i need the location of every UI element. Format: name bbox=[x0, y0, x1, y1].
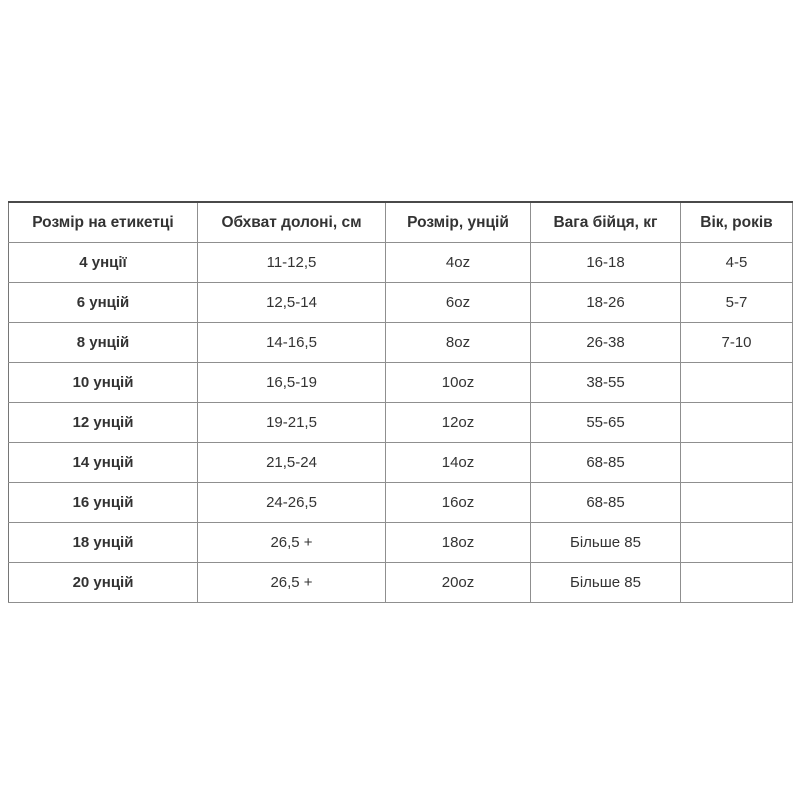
column-header: Вік, років bbox=[680, 201, 793, 243]
table-cell: 12oz bbox=[385, 402, 531, 443]
table-header-row: Розмір на етикетці Обхват долоні, см Розмі… bbox=[8, 201, 793, 243]
table-row: 10 унцій 16,5-19 10oz 38-55 bbox=[8, 362, 793, 403]
column-header: Вага бійця, кг bbox=[530, 201, 681, 243]
table-cell: 16oz bbox=[385, 482, 531, 523]
table-cell: 19-21,5 bbox=[197, 402, 386, 443]
table-cell bbox=[680, 402, 793, 443]
table-cell: 16 унцій bbox=[8, 482, 198, 523]
table-cell: 68-85 bbox=[530, 442, 681, 483]
table-cell: 18 унцій bbox=[8, 522, 198, 563]
table-row: 14 унцій 21,5-24 14oz 68-85 bbox=[8, 442, 793, 483]
table-row: 12 унцій 19-21,5 12oz 55-65 bbox=[8, 402, 793, 443]
table-row: 8 унцій 14-16,5 8oz 26-38 7-10 bbox=[8, 322, 793, 363]
table-cell: 14 унцій bbox=[8, 442, 198, 483]
table-row: 20 унцій 26,5 +20oz Більше 85 bbox=[8, 562, 793, 603]
table-cell: 16,5-19 bbox=[197, 362, 386, 403]
table-row: 18 унцій 26,5 +18oz Більше 85 bbox=[8, 522, 793, 563]
table-cell: 7-10 bbox=[680, 322, 793, 363]
column-header: Розмір на етикетці bbox=[8, 201, 198, 243]
table-cell: 4-5 bbox=[680, 242, 793, 283]
column-header: Обхват долоні, см bbox=[197, 201, 386, 243]
table-cell: 20oz bbox=[385, 562, 531, 603]
table-row: 6 унцій 12,5-14 6oz 18-26 5-7 bbox=[8, 282, 793, 323]
table-cell: 21,5-24 bbox=[197, 442, 386, 483]
table-cell bbox=[680, 482, 793, 523]
table-cell bbox=[680, 442, 793, 483]
table-cell: 14-16,5 bbox=[197, 322, 386, 363]
table-cell: 18oz bbox=[385, 522, 531, 563]
table-cell bbox=[680, 562, 793, 603]
table-cell: 5-7 bbox=[680, 282, 793, 323]
table-row: 16 унцій 24-26,5 16oz 68-85 bbox=[8, 482, 793, 523]
size-table-container: Розмір на етикетці Обхват долоні, см Розмі… bbox=[8, 201, 793, 603]
table-cell: 38-55 bbox=[530, 362, 681, 403]
column-header: Розмір, унцій bbox=[385, 201, 531, 243]
table-cell: 12,5-14 bbox=[197, 282, 386, 323]
table-cell: 10 унцій bbox=[8, 362, 198, 403]
table-cell bbox=[680, 522, 793, 563]
table-cell: 6 унцій bbox=[8, 282, 198, 323]
table-cell: 6oz bbox=[385, 282, 531, 323]
table-cell: 26,5 + bbox=[197, 562, 386, 603]
table-cell: 11-12,5 bbox=[197, 242, 386, 283]
table-cell: Більше 85 bbox=[530, 522, 681, 563]
table-cell: 8 унцій bbox=[8, 322, 198, 363]
table-cell: 26-38 bbox=[530, 322, 681, 363]
glove-size-table: Розмір на етикетці Обхват долоні, см Розмі… bbox=[8, 201, 793, 603]
table-cell: 24-26,5 bbox=[197, 482, 386, 523]
table-cell: 12 унцій bbox=[8, 402, 198, 443]
table-cell bbox=[680, 362, 793, 403]
table-cell: 16-18 bbox=[530, 242, 681, 283]
table-cell: 4 унції bbox=[8, 242, 198, 283]
table-cell: 26,5 + bbox=[197, 522, 386, 563]
table-row: 4 унції 11-12,5 4oz 16-18 4-5 bbox=[8, 242, 793, 283]
table-cell: Більше 85 bbox=[530, 562, 681, 603]
table-cell: 4oz bbox=[385, 242, 531, 283]
table-cell: 68-85 bbox=[530, 482, 681, 523]
table-cell: 10oz bbox=[385, 362, 531, 403]
table-cell: 20 унцій bbox=[8, 562, 198, 603]
table-cell: 8oz bbox=[385, 322, 531, 363]
table-cell: 55-65 bbox=[530, 402, 681, 443]
table-cell: 18-26 bbox=[530, 282, 681, 323]
table-cell: 14oz bbox=[385, 442, 531, 483]
